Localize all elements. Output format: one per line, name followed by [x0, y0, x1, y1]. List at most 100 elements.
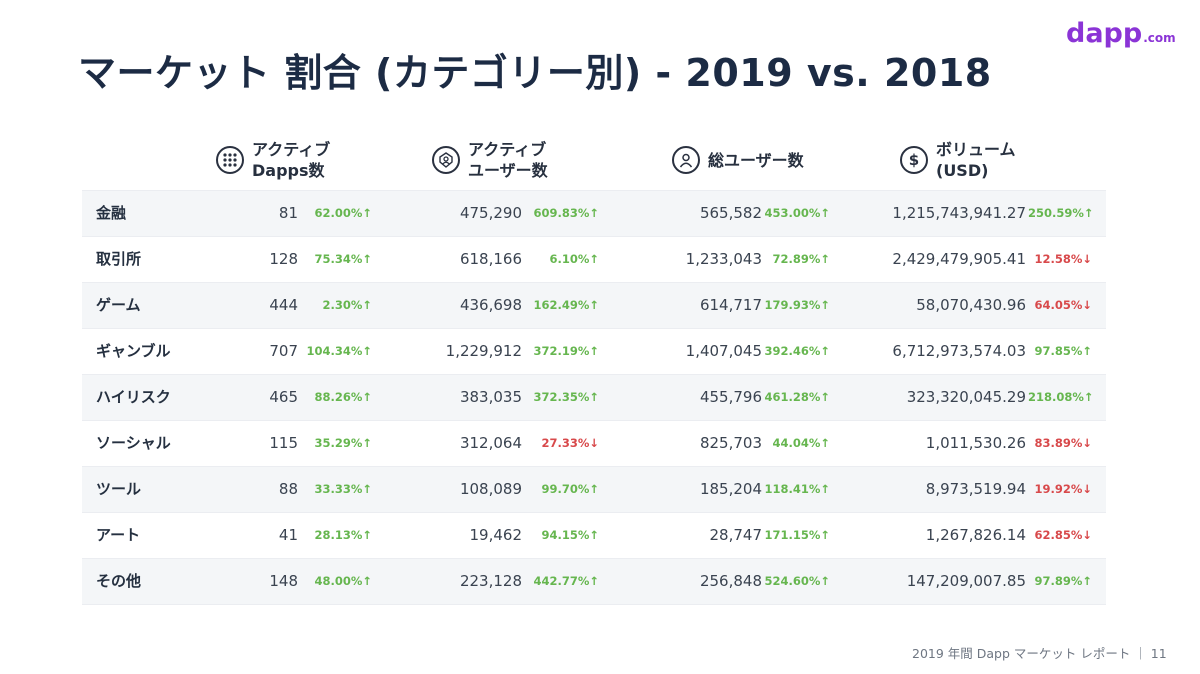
cell-change: 372.35%↑: [533, 390, 599, 404]
cell-change: 442.77%↑: [533, 574, 599, 588]
cell-change: 6.10%↑: [549, 252, 599, 266]
table-row: アート 41 28.13%↑ 19,462 94.15%↑ 28,747 171.15%↑ 1…: [82, 513, 1106, 559]
table-row: ソーシャル 115 35.29%↑ 312,064 27.33%↓ 825,703 44.0…: [82, 421, 1106, 467]
cell-value: 81: [278, 204, 298, 222]
header-active-dapps: アクティブ Dapps数: [216, 136, 330, 184]
active-user-icon: [432, 146, 460, 174]
table-row: その他 148 48.00%↑ 223,128 442.77%↑ 256,848 524.6…: [82, 559, 1106, 605]
category-label: アート: [96, 526, 141, 544]
cell-value: 465: [269, 388, 298, 406]
cell-value: 19,462: [469, 526, 523, 544]
category-label: ギャンブル: [96, 342, 171, 360]
cell-value: 6,712,973,574.03: [892, 342, 1026, 360]
cell-change: 62.85%↓: [1034, 528, 1092, 542]
slide-title: マーケット 割合 (カテゴリー別) - 2019 vs. 2018: [78, 51, 992, 95]
cell-value: 185,204: [699, 480, 762, 498]
cell-change: 27.33%↓: [541, 436, 599, 450]
header-label: アクティブ ユーザー数: [468, 140, 548, 180]
cell-change: 104.34%↑: [306, 344, 372, 358]
cell-change: 250.59%↑: [1028, 206, 1094, 220]
cell-value: 1,011,530.26: [925, 434, 1026, 452]
category-label: 金融: [96, 204, 127, 222]
cell-value: 147,209,007.85: [906, 572, 1026, 590]
grid-dots-icon: [216, 146, 244, 174]
logo-suffix: .com: [1143, 31, 1176, 45]
cell-value: 1,267,826.14: [925, 526, 1026, 544]
cell-value: 148: [269, 572, 298, 590]
cell-value: 8,973,519.94: [925, 480, 1026, 498]
cell-value: 444: [269, 296, 298, 314]
cell-change: 218.08%↑: [1028, 390, 1094, 404]
cell-value: 455,796: [699, 388, 762, 406]
cell-change: 75.34%↑: [314, 252, 372, 266]
cell-value: 88: [278, 480, 298, 498]
cell-change: 97.89%↑: [1034, 574, 1092, 588]
cell-value: 128: [269, 250, 298, 268]
cell-value: 41: [278, 526, 298, 544]
cell-change: 64.05%↓: [1034, 298, 1092, 312]
cell-value: 1,215,743,941.27: [892, 204, 1026, 222]
cell-value: 108,089: [459, 480, 522, 498]
header-label: 総ユーザー数: [708, 150, 804, 170]
user-icon: [672, 146, 700, 174]
table-row: ゲーム 444 2.30%↑ 436,698 162.49%↑ 614,717 179.93…: [82, 283, 1106, 329]
category-label: 取引所: [96, 250, 142, 268]
header-active-users: アクティブ ユーザー数: [432, 136, 548, 184]
cell-change: 171.15%↑: [764, 528, 830, 542]
cell-change: 48.00%↑: [314, 574, 372, 588]
cell-value: 2,429,479,905.41: [892, 250, 1026, 268]
cell-change: 461.28%↑: [764, 390, 830, 404]
category-table: 金融 81 62.00%↑ 475,290 609.83%↑ 565,582 453.00%…: [82, 190, 1106, 605]
cell-change: 88.26%↑: [314, 390, 372, 404]
cell-change: 179.93%↑: [764, 298, 830, 312]
cell-change: 372.19%↑: [533, 344, 599, 358]
cell-value: 1,407,045: [685, 342, 762, 360]
category-label: ソーシャル: [96, 434, 171, 452]
cell-value: 618,166: [459, 250, 522, 268]
cell-change: 524.60%↑: [764, 574, 830, 588]
category-label: ゲーム: [96, 296, 141, 314]
cell-change: 62.00%↑: [314, 206, 372, 220]
logo-main: dapp: [1066, 18, 1143, 49]
table-row: 金融 81 62.00%↑ 475,290 609.83%↑ 565,582 453.00%…: [82, 191, 1106, 237]
cell-change: 72.89%↑: [772, 252, 830, 266]
header-label: アクティブ Dapps数: [252, 140, 331, 180]
header-label: ボリューム (USD): [936, 140, 1016, 180]
cell-value: 323,320,045.29: [906, 388, 1026, 406]
cell-value: 436,698: [459, 296, 522, 314]
cell-value: 28,747: [709, 526, 763, 544]
cell-value: 614,717: [699, 296, 762, 314]
column-headers: アクティブ Dapps数 アクティブ ユーザー数 総ユーザー数 $ ボリューム …: [0, 136, 1200, 188]
dapp-logo: dapp.com: [1066, 18, 1176, 49]
cell-change: 83.89%↓: [1034, 436, 1092, 450]
cell-change: 19.92%↓: [1034, 482, 1092, 496]
cell-value: 58,070,430.96: [916, 296, 1026, 314]
cell-change: 609.83%↑: [533, 206, 599, 220]
table-row: 取引所 128 75.34%↑ 618,166 6.10%↑ 1,233,043 72.89…: [82, 237, 1106, 283]
cell-change: 99.70%↑: [541, 482, 599, 496]
cell-change: 162.49%↑: [533, 298, 599, 312]
table-row: ツール 88 33.33%↑ 108,089 99.70%↑ 185,204 118.41%…: [82, 467, 1106, 513]
cell-change: 44.04%↑: [772, 436, 830, 450]
cell-value: 383,035: [459, 388, 522, 406]
category-label: ツール: [96, 480, 142, 498]
cell-value: 825,703: [699, 434, 762, 452]
dollar-icon: $: [900, 146, 928, 174]
cell-change: 2.30%↑: [322, 298, 372, 312]
table-row: ギャンブル 707 104.34%↑ 1,229,912 372.19%↑ 1,407,0…: [82, 329, 1106, 375]
cell-change: 28.13%↑: [314, 528, 372, 542]
cell-value: 1,229,912: [445, 342, 522, 360]
cell-value: 223,128: [459, 572, 522, 590]
cell-value: 707: [269, 342, 298, 360]
category-label: ハイリスク: [96, 388, 171, 406]
cell-value: 565,582: [699, 204, 762, 222]
cell-value: 1,233,043: [685, 250, 762, 268]
cell-change: 118.41%↑: [764, 482, 830, 496]
cell-change: 12.58%↓: [1034, 252, 1092, 266]
cell-value: 115: [269, 434, 298, 452]
cell-value: 256,848: [699, 572, 762, 590]
footer-page-label: 2019 年間 Dapp マーケット レポート ｜ 11: [912, 646, 1167, 661]
cell-value: 312,064: [459, 434, 522, 452]
cell-change: 33.33%↑: [314, 482, 372, 496]
cell-change: 97.85%↑: [1034, 344, 1092, 358]
